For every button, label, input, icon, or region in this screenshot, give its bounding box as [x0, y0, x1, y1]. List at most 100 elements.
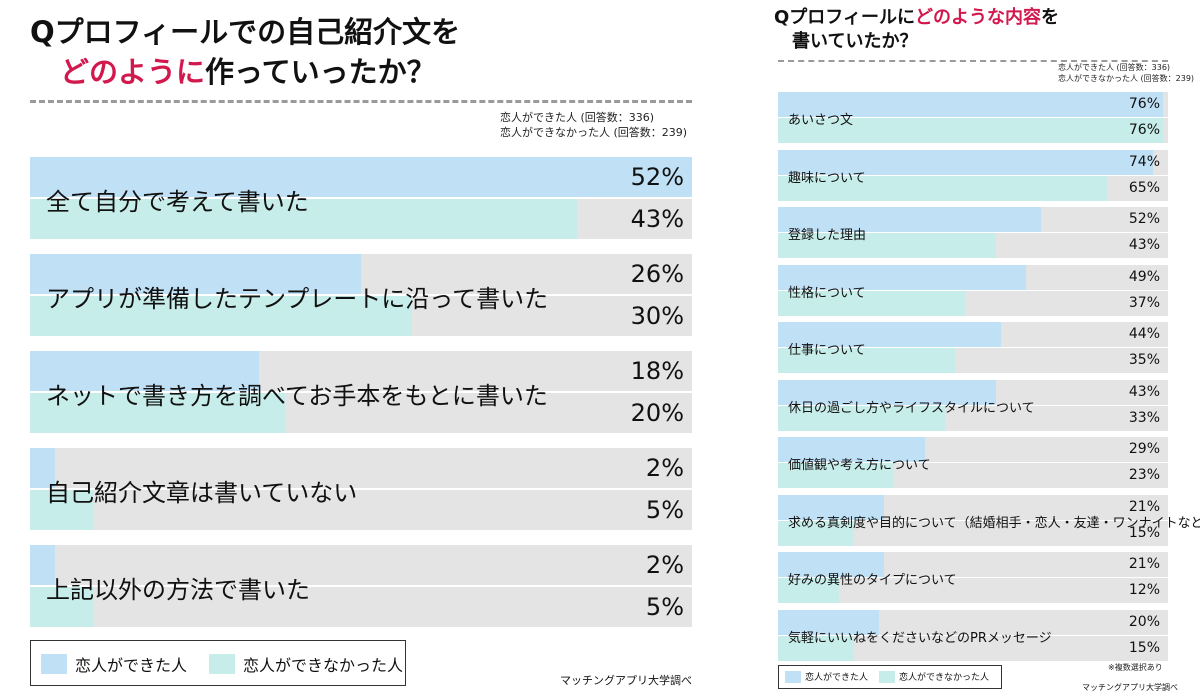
left-chart-title: Qプロフィールでの自己紹介文を どのように作っていったか？ — [30, 12, 460, 92]
left-title-divider — [30, 100, 692, 103]
right-value-label: 29% — [1128, 441, 1160, 457]
right-chart-title: Qプロフィールにどのような内容を 書いていたか？ — [774, 6, 1059, 54]
left-legend-label-0: 恋人ができた人 — [75, 656, 188, 675]
right-value-label: 20% — [1128, 613, 1160, 630]
left-value-label: 5% — [645, 593, 684, 621]
right-bar-series-0 — [778, 437, 925, 462]
right-bar-series-0 — [778, 379, 996, 405]
right-value-label: 76% — [1128, 122, 1160, 138]
left-category-label: 全て自分で考えて書いた — [46, 188, 309, 217]
right-bar-series-1 — [778, 348, 956, 373]
right-bar-series-1 — [778, 635, 854, 661]
right-bar-series-1 — [778, 520, 854, 546]
right-footnote: ※複数選択あり — [1108, 663, 1163, 672]
right-bar-track: 20% — [778, 609, 1168, 635]
right-bar-series-0 — [778, 149, 1153, 175]
left-value-label: 5% — [645, 496, 684, 524]
right-respondents-1: 恋人ができなかった人 (回答数：239) — [1058, 74, 1195, 83]
left-legend: 恋人ができた人 恋人ができなかった人 — [30, 640, 406, 686]
left-respondents-note: 恋人ができた人 (回答数：336) 恋人ができなかった人 (回答数：239) — [500, 110, 687, 140]
left-bar-track: 26% — [30, 254, 692, 294]
right-bar-track: 21% — [778, 552, 1168, 577]
right-legend-swatch-0 — [785, 670, 801, 683]
right-bar-series-1 — [778, 578, 839, 603]
right-category-label: 好みの異性のタイプについて — [788, 573, 957, 589]
right-bar-group: 74% 65% 趣味について — [778, 149, 1168, 201]
right-category-label: 休日の過ごし方やライフスタイルについて — [788, 400, 1035, 416]
right-bar-track: 44% — [778, 322, 1168, 347]
right-bar-series-0 — [778, 552, 885, 577]
right-value-label: 49% — [1128, 268, 1160, 285]
right-category-label: 気軽にいいねをくださいなどのPRメッセージ — [788, 630, 1052, 646]
left-respondents-1: 恋人ができなかった人 (回答数：239) — [500, 126, 688, 139]
left-bar-track: 2% — [30, 448, 692, 488]
right-legend-item-1: 恋人ができなかった人 — [879, 670, 989, 683]
right-bar-group: 44% 35% 仕事について — [778, 322, 1168, 373]
right-category-label: 趣味について — [788, 170, 866, 186]
left-source-credit: マッチングアプリ大学調べ — [560, 674, 692, 687]
left-category-label: ネットで書き方を調べてお手本をもとに書いた — [46, 382, 548, 411]
left-bar-group: 52% 43% 全て自分で考えて書いた — [30, 157, 692, 239]
right-category-label: あいさつ文 — [788, 113, 854, 129]
right-value-label: 12% — [1128, 582, 1160, 598]
right-bar-track: 21% — [778, 494, 1168, 520]
left-bar-group: 18% 20% ネットで書き方を調べてお手本をもとに書いた — [30, 351, 692, 433]
left-value-label: 20% — [630, 399, 684, 427]
right-bar-group: 29% 23% 価値観や考え方について — [778, 437, 1168, 488]
left-legend-item-1: 恋人ができなかった人 — [209, 652, 403, 676]
left-bar-track: 5% — [30, 490, 692, 530]
right-category-label: 性格について — [788, 285, 866, 301]
left-bar-group: 2% 5% 上記以外の方法で書いた — [30, 545, 692, 627]
right-value-label: 43% — [1128, 237, 1160, 253]
right-bar-series-1 — [778, 118, 1163, 143]
right-bar-track: 76% — [778, 92, 1168, 117]
right-value-label: 21% — [1128, 556, 1160, 572]
right-bar-series-0 — [778, 322, 1001, 347]
right-bar-track: 49% — [778, 264, 1168, 290]
right-bar-track: 33% — [778, 405, 1168, 431]
right-bar-track: 43% — [778, 379, 1168, 405]
left-legend-swatch-1 — [209, 654, 235, 674]
right-bar-series-0 — [778, 207, 1042, 232]
right-legend-swatch-1 — [879, 670, 895, 683]
left-legend-swatch-0 — [41, 654, 67, 674]
right-bar-series-1 — [778, 175, 1108, 201]
left-legend-item-0: 恋人ができた人 — [41, 652, 187, 676]
right-value-label: 65% — [1128, 179, 1160, 196]
right-title-line2: 書いていたか？ — [792, 31, 918, 52]
right-value-label: 15% — [1128, 524, 1160, 541]
right-bar-track: 37% — [778, 290, 1168, 316]
right-title-accent: どのような内容 — [914, 7, 1041, 28]
right-bar-track: 35% — [778, 348, 1168, 373]
right-value-label: 52% — [1128, 211, 1160, 227]
right-value-label: 15% — [1128, 639, 1160, 656]
right-value-label: 33% — [1128, 409, 1160, 426]
left-value-label: 30% — [630, 302, 684, 330]
right-bar-group: 52% 43% 登録した理由 — [778, 207, 1168, 258]
right-bar-track: 76% — [778, 118, 1168, 143]
right-value-label: 23% — [1128, 467, 1160, 483]
left-bar-track: 43% — [30, 199, 692, 239]
left-bar-series-1 — [30, 393, 285, 433]
right-value-label: 37% — [1128, 294, 1160, 311]
right-respondents-note: 恋人ができた人 (回答数：336) 恋人ができなかった人 (回答数：239) — [1058, 62, 1194, 84]
right-bar-track: 43% — [778, 233, 1168, 258]
right-bar-track: 52% — [778, 207, 1168, 232]
right-legend: 恋人ができた人 恋人ができなかった人 — [778, 665, 1002, 689]
left-bar-track: 20% — [30, 393, 692, 433]
right-bar-track: 29% — [778, 437, 1168, 462]
left-bar-series-0 — [30, 351, 260, 391]
right-bar-series-0 — [778, 494, 885, 520]
right-bar-track: 15% — [778, 520, 1168, 546]
right-value-label: 76% — [1128, 96, 1160, 112]
left-bar-series-1 — [30, 490, 94, 530]
right-legend-label-0: 恋人ができた人 — [805, 673, 869, 683]
right-category-label: 求める真剣度や目的について（結婚相手・恋人・友達・ワンナイトなど） — [788, 515, 1200, 531]
right-value-label: 43% — [1128, 383, 1160, 400]
left-category-label: 上記以外の方法で書いた — [46, 576, 310, 605]
right-source-credit: マッチングアプリ大学調べ — [1082, 683, 1178, 692]
right-bar-group: 21% 15% 求める真剣度や目的について（結婚相手・恋人・友達・ワンナイトなど） — [778, 494, 1200, 546]
left-bar-series-1 — [30, 587, 94, 627]
right-category-label: 仕事について — [788, 343, 866, 359]
right-bar-series-0 — [778, 609, 880, 635]
